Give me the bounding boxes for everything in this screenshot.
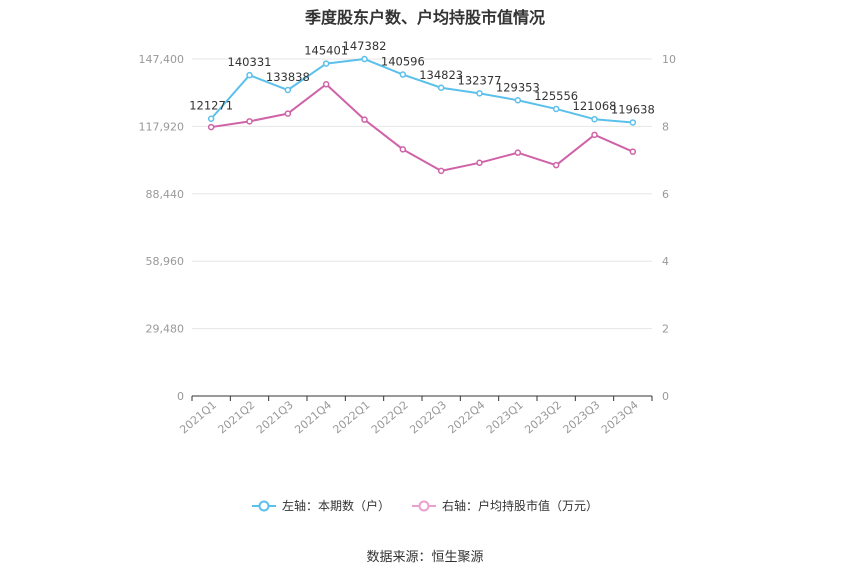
data-point [284,110,292,117]
data-point [246,71,253,79]
data-point [437,167,445,175]
right-axis-tick-label: 0 [662,390,669,403]
data-label: 125556 [534,89,578,103]
data-point [399,71,407,78]
right-axis-tick-label: 10 [662,53,676,66]
legend-marker-market-value [412,500,436,511]
data-point [284,86,292,94]
data-point [322,81,330,88]
legend-item-market-value[interactable]: 右轴：户均持股市值（万元） [412,497,598,514]
x-axis-tick-label: 2022Q4 [446,398,488,436]
left-axis-tick-label: 147,400 [139,53,185,66]
left-axis-tick-label: 29,480 [146,323,185,336]
right-axis-tick-label: 4 [662,255,669,268]
series-line-1 [211,83,634,172]
legend-item-households[interactable]: 左轴：本期数（户） [251,497,390,514]
left-axis-tick-label: 117,920 [139,120,185,133]
data-point [361,55,368,63]
right-axis-tick-label: 2 [662,323,669,336]
legend-marker-households [251,500,276,511]
x-axis-tick-label: 2023Q1 [484,398,526,436]
data-point [476,159,483,167]
x-axis-tick-label: 2023Q3 [561,398,603,436]
data-label: 147382 [343,39,387,53]
series-line-0 [210,58,633,124]
data-label: 121271 [189,99,233,113]
data-point [552,105,560,113]
data-label: 134823 [419,68,463,82]
x-axis-tick-label: 2023Q4 [599,398,641,436]
data-label: 133838 [266,70,310,84]
data-point [399,146,407,153]
data-point [437,84,445,92]
data-point [629,119,637,126]
data-label: 119638 [611,102,655,116]
grid-lines [192,58,652,330]
x-axis-tick-label: 2021Q4 [292,398,334,436]
data-point [207,123,215,131]
right-axis-tick-label: 6 [662,188,669,201]
data-point [591,115,598,123]
data-point [322,60,330,67]
left-axis-tick-label: 0 [177,390,184,403]
x-axis-tick-label: 2022Q3 [407,398,449,436]
data-label: 145401 [304,44,348,58]
x-axis-tick-label: 2022Q1 [331,398,373,436]
data-point [591,131,598,139]
right-axis-tick-label: 8 [662,120,669,133]
data-point [629,148,637,155]
data-point [246,118,253,125]
chart-title: 季度股东户数、户均持股市值情况 [304,8,545,27]
data-label: 132377 [458,73,502,87]
data-label: 129353 [496,80,540,94]
data-point [514,149,522,156]
data-label: 140331 [228,55,272,69]
data-label: 121068 [573,99,617,113]
data-point [207,115,215,122]
data-point [552,161,560,169]
x-axis-tick-label: 2021Q3 [254,398,296,436]
data-point [514,97,522,104]
legend-label-market-value: 右轴：户均持股市值（万元） [442,499,599,513]
data-source: 数据来源：恒生聚源 [366,550,484,565]
series-lines [207,55,637,175]
left-axis-tick-label: 58,960 [146,255,185,268]
x-axis-tick-label: 2022Q2 [369,398,411,436]
x-axis-tick-label: 2021Q1 [177,398,219,436]
data-point [361,116,368,123]
left-axis-tick-label: 88,440 [146,188,185,201]
legend-label-households: 左轴：本期数（户） [281,499,390,513]
data-point [476,90,483,97]
data-label: 140596 [381,55,425,69]
x-axis-tick-label: 2021Q2 [216,398,258,436]
x-axis-tick-label: 2023Q2 [522,398,564,436]
legend: 左轴：本期数（户） 右轴：户均持股市值（万元） [0,497,850,514]
